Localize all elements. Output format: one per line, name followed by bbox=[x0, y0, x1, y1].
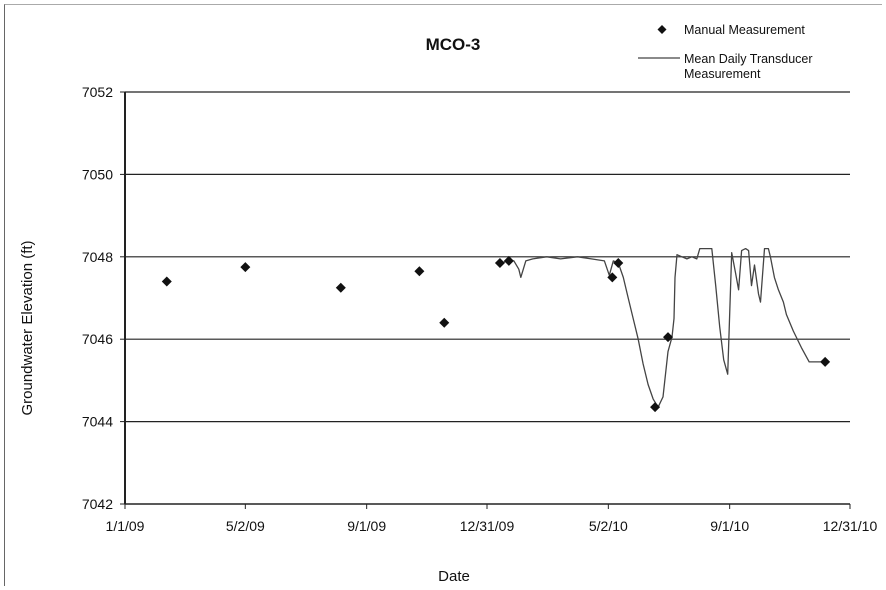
legend-label-manual: Manual Measurement bbox=[684, 23, 805, 37]
manual-measurement-point bbox=[335, 282, 346, 293]
chart-title: MCO-3 bbox=[426, 35, 481, 54]
x-tick-label: 5/2/10 bbox=[589, 518, 628, 534]
x-tick-label: 12/31/09 bbox=[460, 518, 515, 534]
manual-measurement-point bbox=[650, 402, 661, 413]
x-tick-label: 9/1/10 bbox=[710, 518, 749, 534]
x-tick-label: 5/2/09 bbox=[226, 518, 265, 534]
manual-measurement-point bbox=[663, 332, 674, 343]
legend-label-transducer: Mean Daily Transducer Measurement bbox=[684, 52, 813, 81]
series-layer bbox=[161, 247, 831, 413]
y-tick-label: 7048 bbox=[82, 249, 113, 265]
manual-measurement-point bbox=[414, 266, 425, 277]
manual-measurement-point bbox=[494, 257, 505, 268]
manual-measurement-point bbox=[503, 255, 514, 266]
x-tick-label: 12/31/10 bbox=[823, 518, 878, 534]
axes: 7042 7044 7046 7048 7050 7052 1/1/09 5/2/09 9/1/… bbox=[82, 84, 878, 534]
legend-item-manual: Manual Measurement bbox=[657, 23, 805, 37]
y-tick-label: 7046 bbox=[82, 331, 113, 347]
manual-measurement-point bbox=[820, 356, 831, 367]
y-tick-label: 7052 bbox=[82, 84, 113, 100]
x-axis-title: Date bbox=[438, 568, 470, 585]
x-tick-label: 1/1/09 bbox=[106, 518, 145, 534]
y-tick-label: 7042 bbox=[82, 496, 113, 512]
manual-measurement-point bbox=[439, 317, 450, 328]
manual-measurement-point bbox=[240, 262, 251, 273]
legend-label-transducer-line1: Mean Daily Transducer bbox=[684, 52, 813, 66]
chart-frame bbox=[4, 4, 882, 586]
legend-diamond-icon bbox=[657, 25, 667, 34]
x-tick-label: 9/1/09 bbox=[347, 518, 386, 534]
y-axis-title: Groundwater Elevation (ft) bbox=[19, 240, 36, 415]
manual-measurement-point bbox=[161, 276, 172, 287]
y-tick-label: 7050 bbox=[82, 166, 113, 182]
legend-label-transducer-line2: Measurement bbox=[684, 67, 761, 81]
legend-item-transducer: Mean Daily Transducer Measurement bbox=[638, 52, 813, 81]
manual-measurement-point bbox=[607, 272, 618, 283]
y-tick-label: 7044 bbox=[82, 414, 113, 430]
manual-measurement-point bbox=[613, 257, 624, 268]
legend: Manual Measurement Mean Daily Transducer… bbox=[638, 23, 813, 81]
transducer-series-line bbox=[499, 247, 826, 408]
